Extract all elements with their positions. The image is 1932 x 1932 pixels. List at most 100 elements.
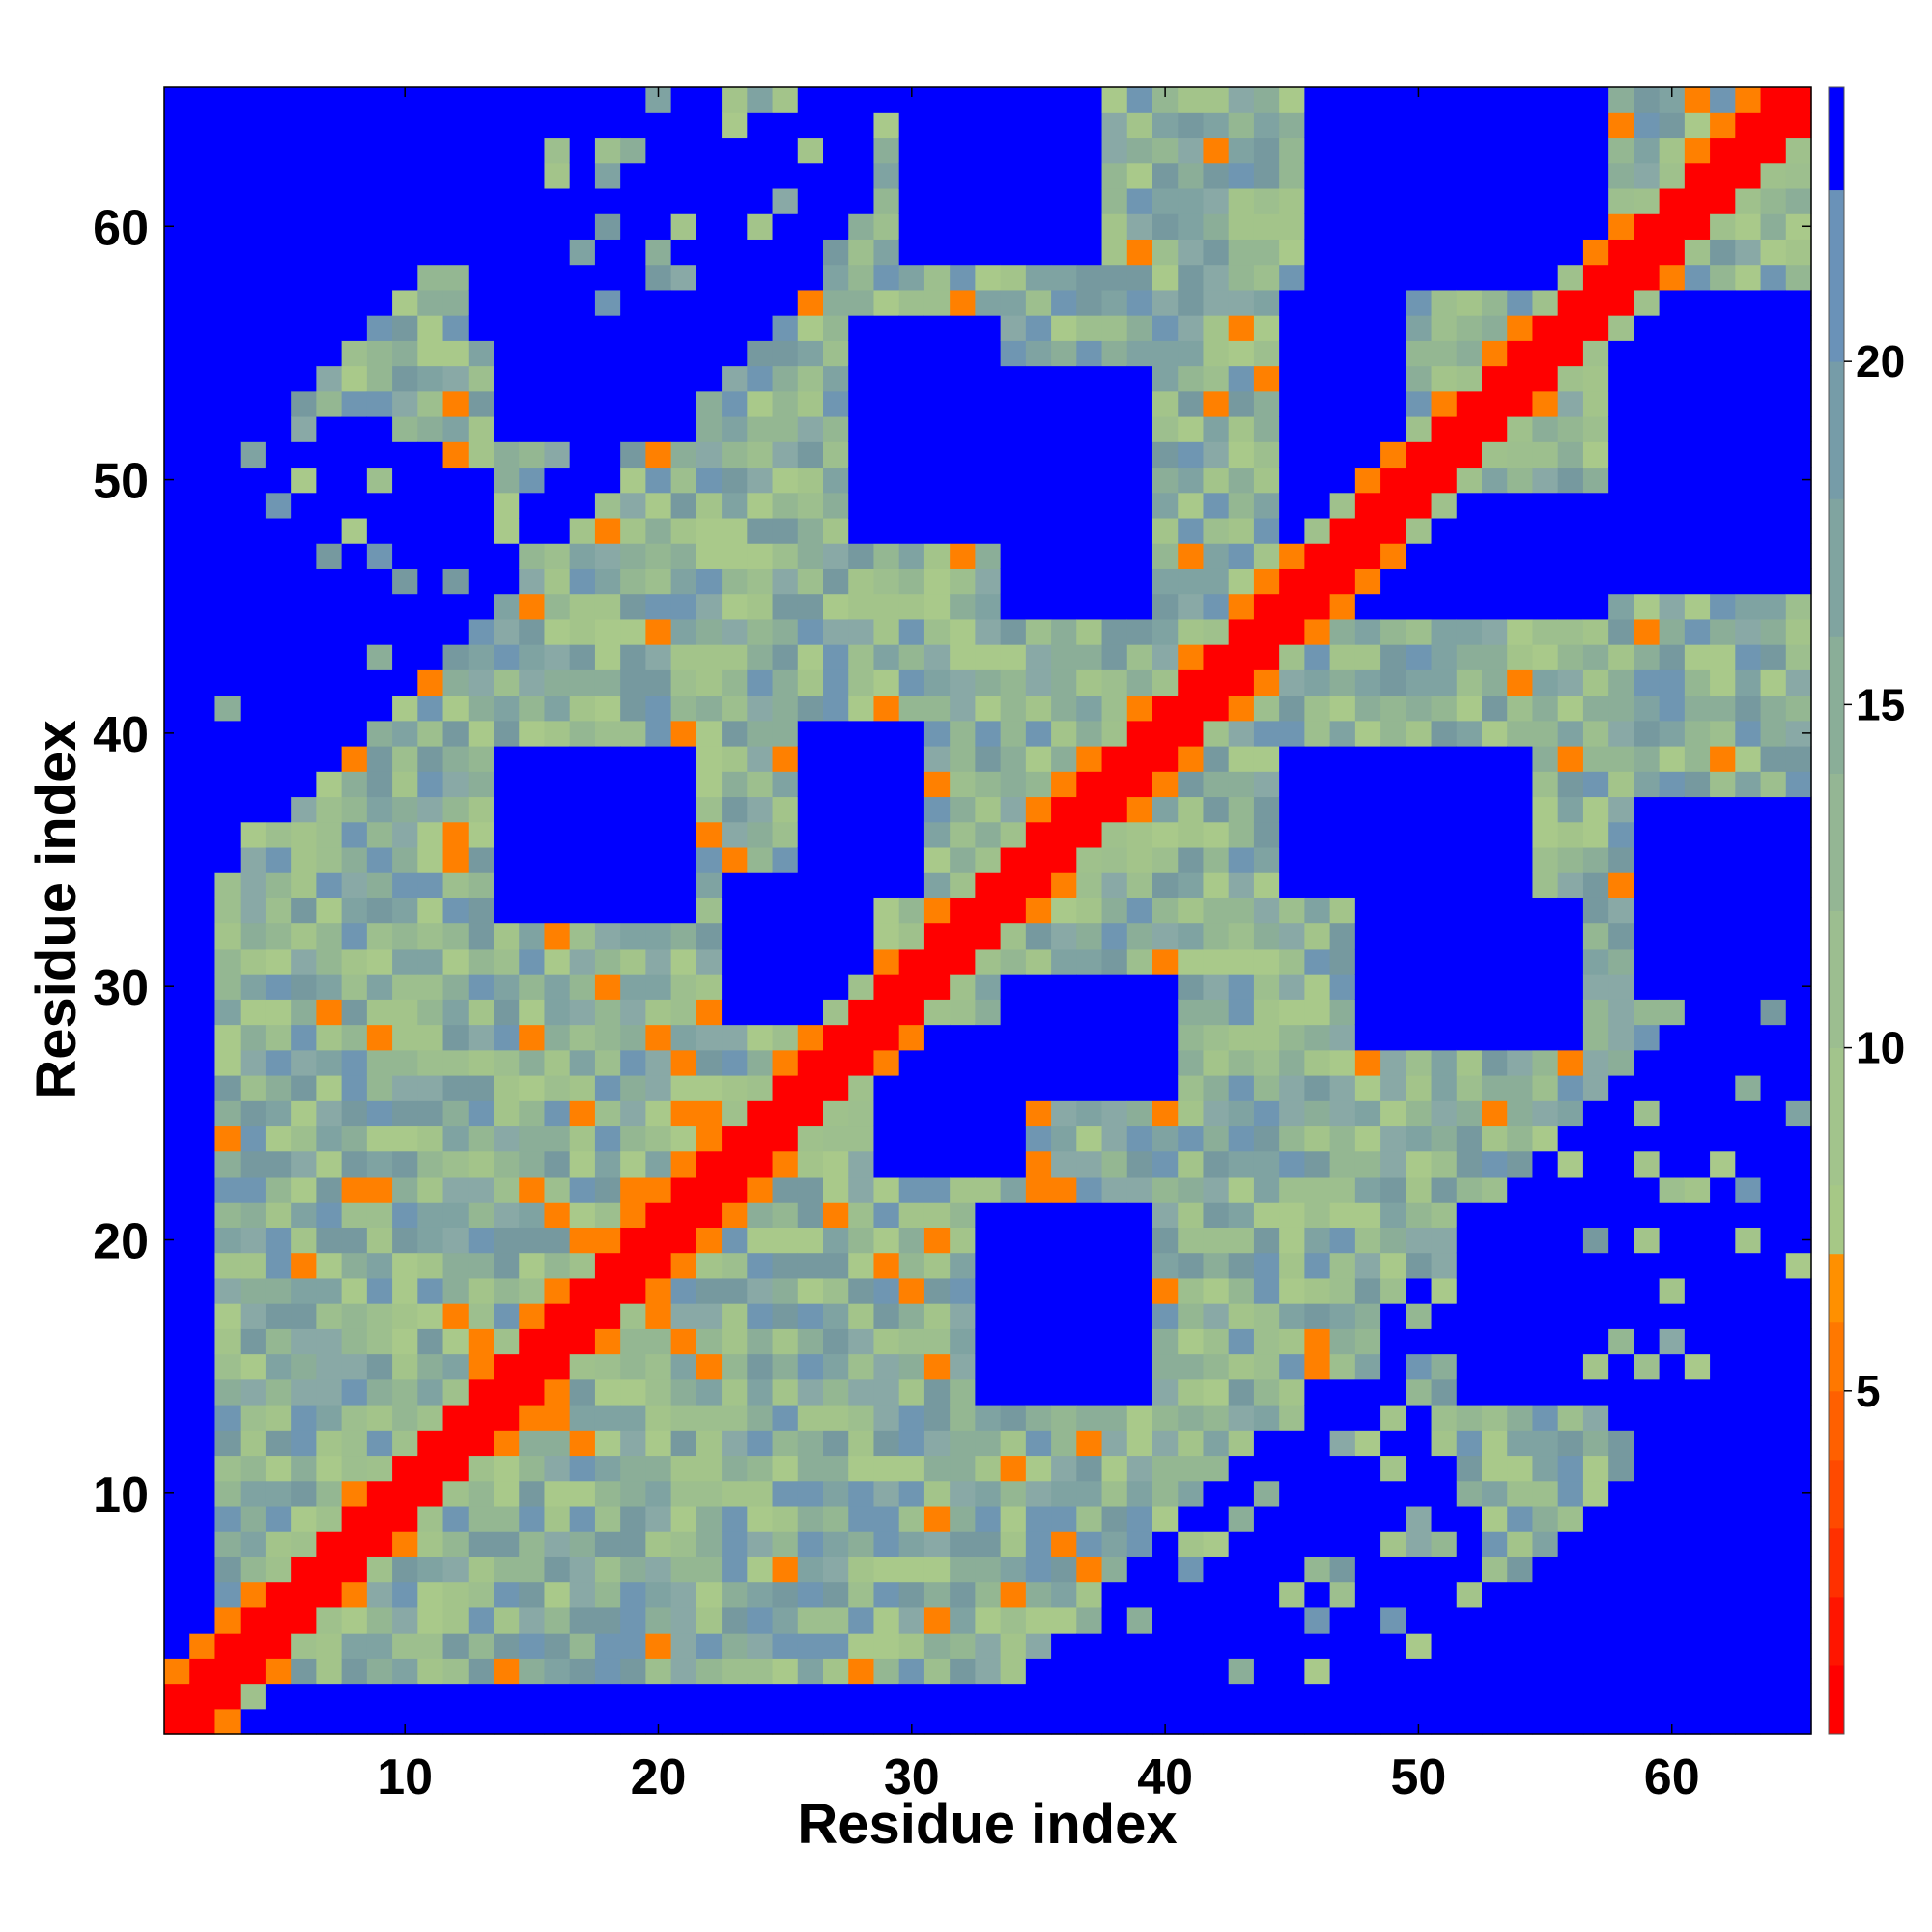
heatmap-cell <box>1000 1176 1027 1203</box>
heatmap-cell <box>519 695 546 722</box>
heatmap-cell <box>898 365 925 392</box>
heatmap-cell <box>1203 1303 1230 1329</box>
heatmap-cell <box>1735 365 1762 392</box>
heatmap-cell <box>1785 112 1812 139</box>
heatmap-cell <box>1203 187 1230 214</box>
heatmap-cell <box>569 746 596 772</box>
heatmap-cell <box>544 1075 571 1101</box>
heatmap-cell <box>1608 1125 1634 1152</box>
heatmap-cell <box>1253 999 1280 1026</box>
heatmap-cell <box>544 923 571 950</box>
heatmap-cell <box>1785 239 1812 266</box>
heatmap-cell <box>442 999 469 1026</box>
heatmap-cell <box>898 543 925 569</box>
heatmap-cell <box>164 618 190 645</box>
heatmap-cell <box>189 365 216 392</box>
heatmap-cell <box>1203 416 1230 442</box>
heatmap-cell <box>873 1455 900 1482</box>
heatmap-cell <box>1051 1633 1077 1659</box>
heatmap-cell <box>265 1708 292 1735</box>
heatmap-cell <box>1304 974 1331 1000</box>
heatmap-cell <box>1557 1405 1584 1431</box>
heatmap-cell <box>1582 771 1609 798</box>
heatmap-cell <box>1304 1176 1331 1203</box>
heatmap-cell <box>1507 872 1534 898</box>
heatmap-cell <box>265 1556 292 1583</box>
heatmap-cell <box>214 1353 242 1380</box>
heatmap-cell <box>392 162 418 189</box>
heatmap-cell <box>873 441 900 469</box>
heatmap-cell <box>696 467 723 494</box>
heatmap-cell <box>848 87 875 113</box>
heatmap-cell <box>341 1125 368 1152</box>
heatmap-cell <box>1380 1024 1406 1051</box>
heatmap-cell <box>772 416 799 442</box>
heatmap-cell <box>544 1024 571 1051</box>
heatmap-cell <box>1203 1581 1230 1608</box>
heatmap-cell <box>1203 1556 1230 1583</box>
heatmap-cell <box>1684 187 1711 214</box>
heatmap-cell <box>1203 1277 1230 1304</box>
heatmap-cell <box>442 162 469 189</box>
heatmap-cell <box>873 796 900 823</box>
heatmap-cell <box>923 1277 951 1304</box>
heatmap-cell <box>291 1581 317 1608</box>
heatmap-cell <box>1557 1378 1584 1406</box>
heatmap-cell <box>1659 568 1686 595</box>
heatmap-cell <box>1557 1328 1584 1355</box>
heatmap-cell <box>1456 1125 1483 1152</box>
heatmap-cell <box>898 1277 925 1304</box>
heatmap-cell <box>1279 517 1305 544</box>
heatmap-cell <box>1582 1176 1609 1203</box>
heatmap-cell <box>1634 1353 1661 1380</box>
heatmap-cell <box>873 1202 900 1228</box>
heatmap-cell <box>873 1353 900 1380</box>
heatmap-cell <box>1659 137 1686 164</box>
heatmap-cell <box>670 1683 697 1710</box>
heatmap-cell <box>1735 441 1762 469</box>
heatmap-cell <box>898 289 925 316</box>
heatmap-cell <box>1101 796 1128 823</box>
heatmap-cell <box>341 441 368 469</box>
heatmap-cell <box>1532 568 1559 595</box>
heatmap-cell <box>1608 1658 1634 1685</box>
heatmap-cell <box>1354 923 1381 950</box>
heatmap-cell <box>1532 112 1559 139</box>
heatmap-cell <box>1253 365 1280 392</box>
heatmap-cell <box>214 846 242 873</box>
heatmap-cell <box>442 644 469 670</box>
heatmap-cell <box>1126 543 1153 569</box>
heatmap-cell <box>291 492 317 519</box>
heatmap-cell <box>1101 1430 1128 1457</box>
heatmap-cell <box>1406 1405 1433 1431</box>
heatmap-cell <box>1076 1531 1103 1557</box>
heatmap-cell <box>1557 1024 1584 1051</box>
heatmap-cell <box>722 1683 748 1710</box>
heatmap-cell <box>1051 264 1077 291</box>
heatmap-cell <box>494 239 520 266</box>
heatmap-cell <box>569 543 596 569</box>
heatmap-cell <box>1760 923 1787 950</box>
heatmap-cell <box>240 568 267 595</box>
heatmap-cell <box>696 923 723 950</box>
heatmap-cell <box>772 1353 799 1380</box>
heatmap-cell <box>1582 1606 1609 1634</box>
heatmap-cell <box>468 644 495 670</box>
heatmap-cell <box>1608 1378 1634 1406</box>
heatmap-cell <box>1152 1683 1179 1710</box>
heatmap-cell <box>442 1303 469 1329</box>
heatmap-cell <box>1431 213 1458 240</box>
heatmap-cell <box>1279 441 1305 469</box>
heatmap-cell <box>1634 897 1661 924</box>
heatmap-cell <box>1354 1556 1381 1583</box>
heatmap-cell <box>366 1100 393 1127</box>
heatmap-cell <box>848 999 875 1026</box>
heatmap-cell <box>1025 162 1052 189</box>
heatmap-cell <box>1431 1378 1458 1406</box>
heatmap-cell <box>1228 213 1255 240</box>
heatmap-cell <box>392 1075 418 1101</box>
heatmap-cell <box>1126 846 1153 873</box>
heatmap-cell <box>1582 1378 1609 1406</box>
heatmap-cell <box>1178 492 1205 519</box>
heatmap-cell <box>341 239 368 266</box>
